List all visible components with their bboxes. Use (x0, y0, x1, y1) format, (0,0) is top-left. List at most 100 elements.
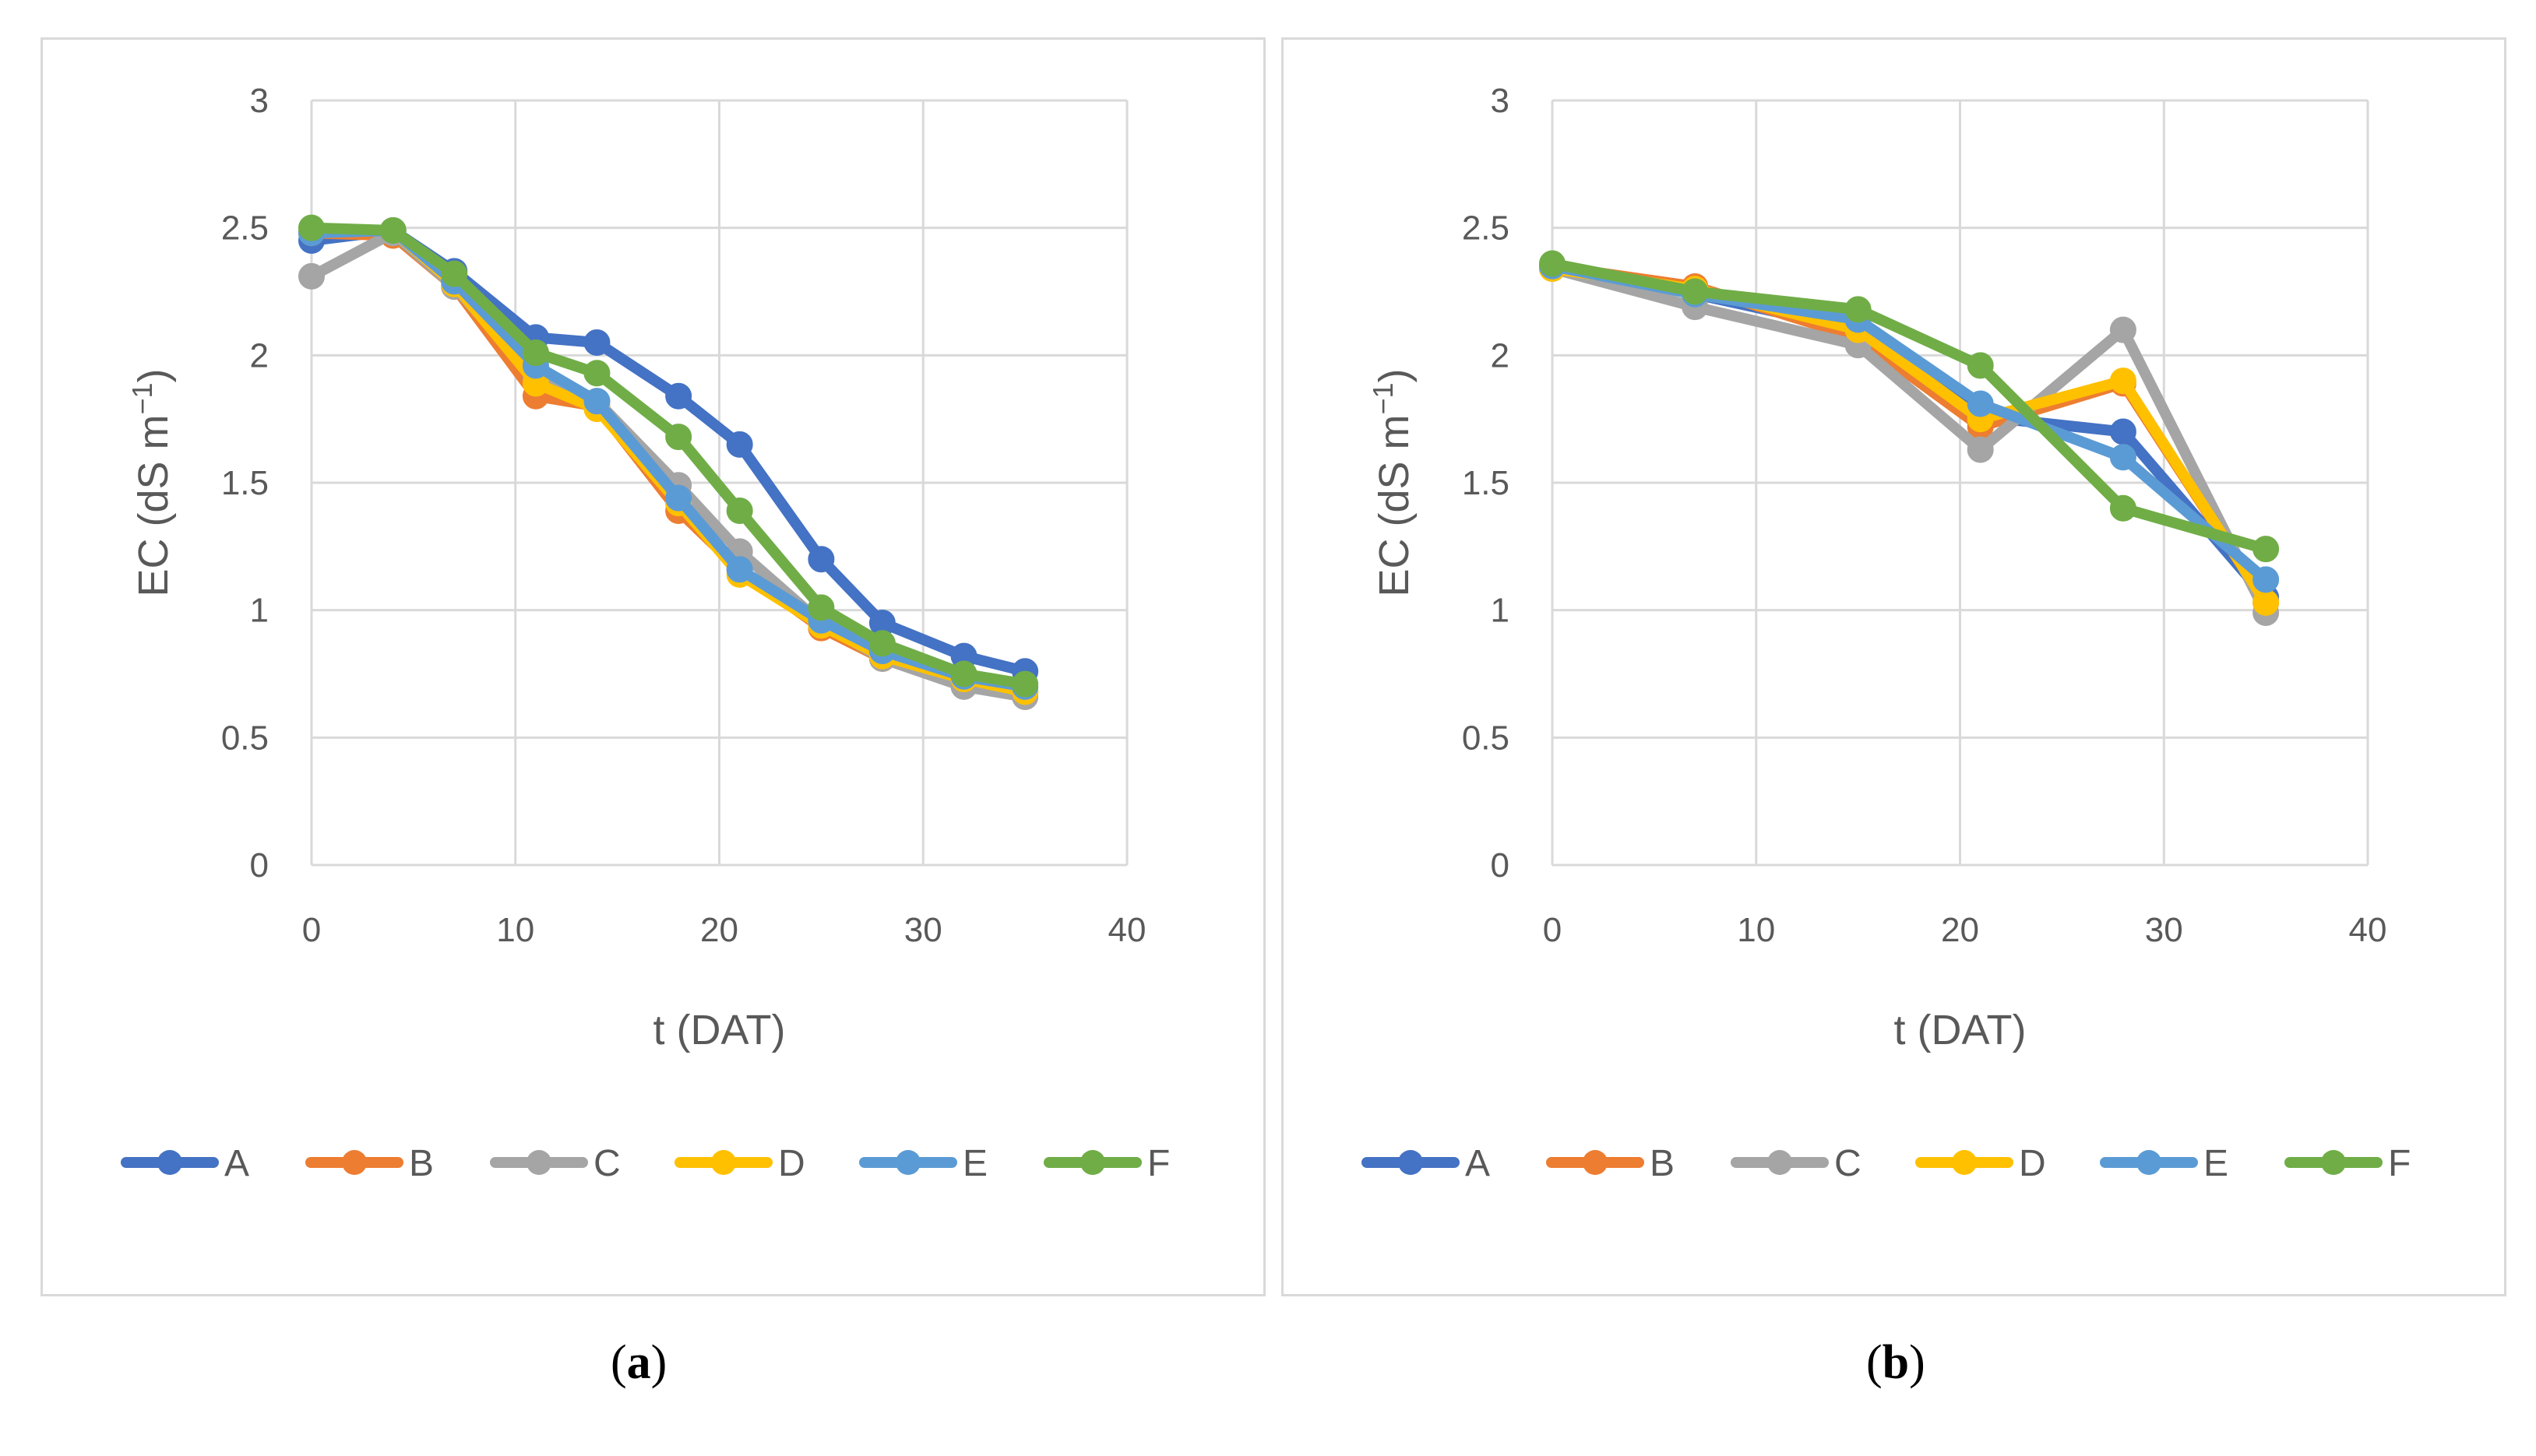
x-axis-title: t (DAT) (653, 1007, 786, 1053)
series-line-B (306, 227, 1031, 698)
legend-marker-D (1952, 1150, 1977, 1175)
caption-a: (a) (611, 1336, 667, 1389)
data-point-E (2109, 444, 2136, 471)
data-point-F (868, 630, 896, 657)
data-point-E (665, 484, 692, 512)
y-tick-label: 1.5 (1462, 464, 1509, 502)
y-tick-label: 0.5 (221, 719, 269, 757)
series-line-F (306, 222, 1031, 690)
x-tick-label: 20 (700, 911, 738, 949)
y-tick-label: 2 (1491, 336, 1509, 375)
x-tick-label: 30 (2145, 911, 2183, 949)
legend-item-C: C (1731, 1143, 1861, 1184)
legend-label-D: D (2019, 1143, 2046, 1184)
data-point-A (726, 431, 753, 458)
legend-item-F: F (1044, 1143, 1170, 1184)
legend-label-C: C (1834, 1143, 1861, 1184)
y-tick-label: 1 (250, 592, 269, 630)
legend-marker-B (342, 1150, 367, 1175)
legend-item-A: A (1361, 1143, 1490, 1184)
data-point-F (808, 594, 835, 621)
data-point-D (2252, 589, 2280, 616)
legend-label-E: E (2203, 1143, 2228, 1184)
legend-item-E: E (859, 1143, 988, 1184)
x-tick-label: 0 (302, 911, 321, 949)
legend-label-B: B (409, 1143, 434, 1184)
data-point-A (583, 329, 611, 356)
legend-item-B: B (305, 1143, 434, 1184)
legend-label-D: D (778, 1143, 805, 1184)
legend-marker-A (157, 1150, 182, 1175)
legend-item-D: D (1915, 1143, 2046, 1184)
data-point-F (1682, 278, 1709, 305)
data-point-F (1539, 250, 1566, 277)
data-point-F (1967, 352, 1994, 379)
legend-label-A: A (224, 1143, 249, 1184)
legend-label-F: F (1147, 1143, 1170, 1184)
legend-label-B: B (1650, 1143, 1675, 1184)
data-point-F (1012, 670, 1039, 698)
data-point-C (298, 262, 325, 290)
legend-label-C: C (593, 1143, 621, 1184)
data-point-E (1967, 390, 1994, 417)
legend-item-A: A (121, 1143, 249, 1184)
y-tick-label: 3 (250, 82, 269, 120)
line-chart-b: 00.511.522.530 10 20 30 40t (DAT)EC (dS m−1)… (1361, 82, 2411, 1184)
data-point-F (583, 360, 611, 387)
data-point-C (1967, 436, 1994, 463)
data-point-E (2252, 566, 2280, 593)
legend-item-B: B (1546, 1143, 1675, 1184)
legend-label-A: A (1465, 1143, 1490, 1184)
y-tick-label: 2.5 (221, 209, 269, 248)
series-line-D (1547, 263, 2272, 608)
y-axis-title: EC (dS m−1) (1367, 368, 1418, 596)
data-point-E (726, 556, 753, 583)
data-point-F (379, 216, 407, 244)
legend-item-F: F (2284, 1143, 2411, 1184)
series-line-D (306, 224, 1031, 698)
series-line-E (306, 224, 1031, 692)
series-line-C (1547, 263, 2272, 618)
legend-marker-C (1767, 1150, 1792, 1175)
data-point-D (2109, 368, 2136, 395)
y-tick-label: 0 (1491, 846, 1509, 885)
x-tick-label: 30 (904, 911, 942, 949)
data-point-F (522, 339, 549, 367)
data-point-A (665, 382, 692, 410)
x-tick-label: 0 (1543, 911, 1562, 949)
legend-marker-E (2136, 1150, 2161, 1175)
series-line-F (1547, 258, 2272, 555)
legend-item-D: D (675, 1143, 805, 1184)
data-point-A (2109, 418, 2136, 445)
legend-item-C: C (490, 1143, 621, 1184)
caption-b: (b) (1866, 1336, 1925, 1389)
y-tick-label: 2 (250, 336, 269, 375)
data-point-F (665, 424, 692, 451)
y-tick-label: 0 (250, 846, 269, 885)
y-tick-label: 2.5 (1462, 209, 1509, 248)
legend-marker-F (1080, 1150, 1105, 1175)
series-line-E (1547, 260, 2272, 586)
legend-marker-D (711, 1150, 736, 1175)
data-point-E (583, 388, 611, 415)
data-point-F (950, 660, 977, 688)
x-tick-label: 20 (1941, 911, 1979, 949)
legend-marker-B (1583, 1150, 1608, 1175)
x-tick-label: 40 (2349, 911, 2387, 949)
series-line-A (306, 224, 1031, 677)
legend-marker-C (527, 1150, 551, 1175)
data-point-F (441, 260, 468, 287)
chart-panel-b: 0 0.5 1 1.5 2 2.5 3 0 10 20 30 40 t (DAT) EC (dS m−1)… (1281, 37, 2506, 1296)
x-tick-label: 10 (1737, 911, 1775, 949)
legend-label-E: E (963, 1143, 988, 1184)
data-point-F (1844, 296, 1872, 323)
data-point-A (808, 546, 835, 573)
data-point-F (726, 498, 753, 525)
x-axis-title: t (DAT) (1894, 1007, 2027, 1053)
x-tick-label: 40 (1108, 911, 1146, 949)
x-tick-label: 10 (496, 911, 534, 949)
legend-marker-A (1398, 1150, 1423, 1175)
line-chart-a: 00.511.522.530 10 20 30 40t (DAT)EC (dS m−1)… (121, 82, 1170, 1184)
legend-item-E: E (2100, 1143, 2228, 1184)
y-tick-label: 1.5 (221, 464, 269, 502)
